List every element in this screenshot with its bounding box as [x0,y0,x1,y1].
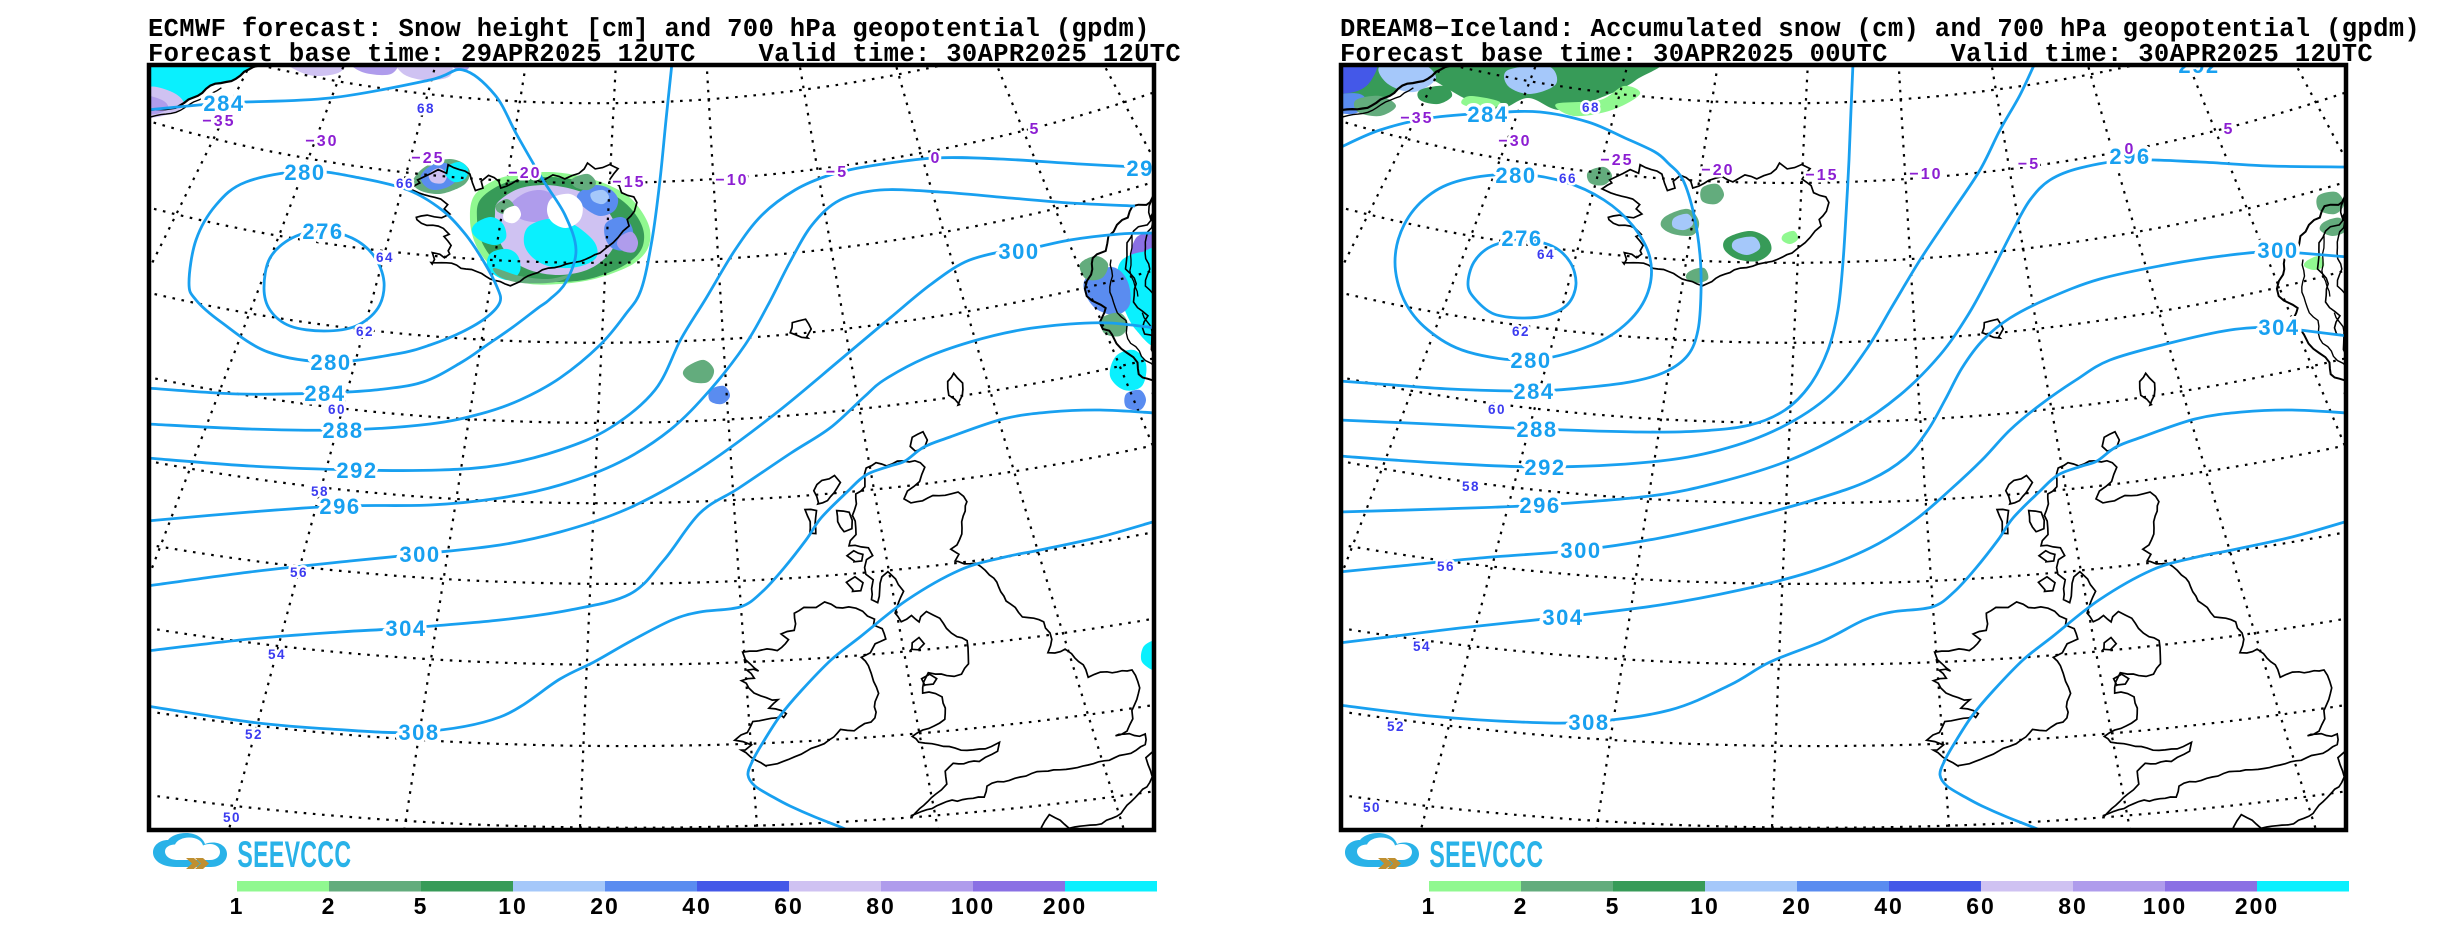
svg-text:60: 60 [774,893,804,919]
svg-text:284: 284 [304,381,345,406]
svg-text:5: 5 [1030,121,1041,138]
svg-text:62: 62 [1512,324,1530,339]
svg-text:10: 10 [498,893,528,919]
svg-text:62: 62 [356,324,374,339]
svg-text:68: 68 [417,101,435,116]
svg-text:5: 5 [1606,893,1621,919]
svg-text:292: 292 [1524,455,1565,480]
svg-text:0: 0 [931,150,942,167]
svg-text:60: 60 [1966,893,1996,919]
svg-text:58: 58 [1462,479,1480,494]
svg-text:80: 80 [2058,893,2088,919]
svg-text:56: 56 [290,565,308,580]
svg-text:284: 284 [1467,102,1508,127]
svg-text:296: 296 [1519,493,1560,518]
svg-text:−25: −25 [1600,152,1633,169]
svg-text:−10: −10 [715,172,748,189]
svg-text:58: 58 [311,484,329,499]
svg-text:2: 2 [322,893,337,919]
svg-text:296: 296 [2109,144,2150,169]
svg-text:100: 100 [2143,893,2187,919]
svg-text:−20: −20 [1701,162,1734,179]
svg-text:−30: −30 [305,133,338,150]
svg-text:284: 284 [1513,379,1554,404]
svg-text:−15: −15 [612,174,645,191]
svg-text:300: 300 [1560,538,1601,563]
svg-text:−5: −5 [826,164,848,181]
svg-text:SEEVCCC: SEEVCCC [1429,833,1543,875]
svg-text:276: 276 [1501,226,1542,251]
svg-text:280: 280 [1495,163,1536,188]
svg-text:56: 56 [1437,559,1455,574]
svg-text:20: 20 [590,893,620,919]
svg-text:−15: −15 [1805,167,1838,184]
svg-text:50: 50 [223,810,241,825]
svg-text:1: 1 [230,893,245,919]
svg-text:308: 308 [1568,710,1609,735]
svg-text:64: 64 [1537,247,1555,262]
svg-text:−5: −5 [2018,156,2040,173]
svg-text:66: 66 [396,176,414,191]
svg-text:64: 64 [376,250,394,265]
svg-text:1: 1 [1422,893,1437,919]
svg-text:−30: −30 [1498,133,1531,150]
svg-text:60: 60 [1488,402,1506,417]
svg-text:288: 288 [1516,417,1557,442]
svg-text:292: 292 [336,458,377,483]
svg-text:54: 54 [268,647,286,662]
svg-text:300: 300 [998,239,1039,264]
svg-text:200: 200 [1043,893,1087,919]
svg-text:300: 300 [2257,238,2298,263]
svg-text:2: 2 [1514,893,1529,919]
svg-text:40: 40 [1874,893,1904,919]
svg-text:276: 276 [302,219,343,244]
svg-text:52: 52 [245,727,263,742]
svg-text:−10: −10 [1909,166,1942,183]
svg-text:DREAM8−Iceland: Accumulated sn: DREAM8−Iceland: Accumulated snow (cm) an… [1340,15,2420,44]
svg-text:20: 20 [1782,893,1812,919]
svg-text:292: 292 [1126,156,1167,181]
svg-text:80: 80 [866,893,896,919]
svg-text:−20: −20 [508,165,541,182]
svg-text:5: 5 [414,893,429,919]
svg-text:0: 0 [2125,141,2136,158]
svg-text:−35: −35 [202,113,235,130]
svg-text:288: 288 [322,418,363,443]
svg-text:50: 50 [1363,800,1381,815]
svg-text:60: 60 [328,402,346,417]
svg-text:304: 304 [2258,315,2299,340]
svg-text:−25: −25 [411,150,444,167]
svg-text:54: 54 [1413,639,1431,654]
svg-text:304: 304 [385,616,426,641]
svg-text:100: 100 [951,893,995,919]
svg-text:300: 300 [399,542,440,567]
svg-text:308: 308 [398,720,439,745]
svg-text:−35: −35 [1400,110,1433,127]
svg-text:5: 5 [2224,121,2235,138]
svg-text:52: 52 [1387,719,1405,734]
svg-text:40: 40 [682,893,712,919]
svg-text:280: 280 [1510,348,1551,373]
svg-text:ECMWF forecast: Snow height [c: ECMWF forecast: Snow height [cm] and 700… [148,15,1150,44]
svg-text:304: 304 [1542,605,1583,630]
svg-text:280: 280 [310,350,351,375]
svg-text:SEEVCCC: SEEVCCC [237,833,351,875]
svg-text:200: 200 [2235,893,2279,919]
svg-text:284: 284 [203,91,244,116]
svg-text:68: 68 [1582,100,1600,115]
svg-text:296: 296 [319,494,360,519]
svg-text:66: 66 [1559,171,1577,186]
svg-text:10: 10 [1690,893,1720,919]
svg-text:280: 280 [284,160,325,185]
